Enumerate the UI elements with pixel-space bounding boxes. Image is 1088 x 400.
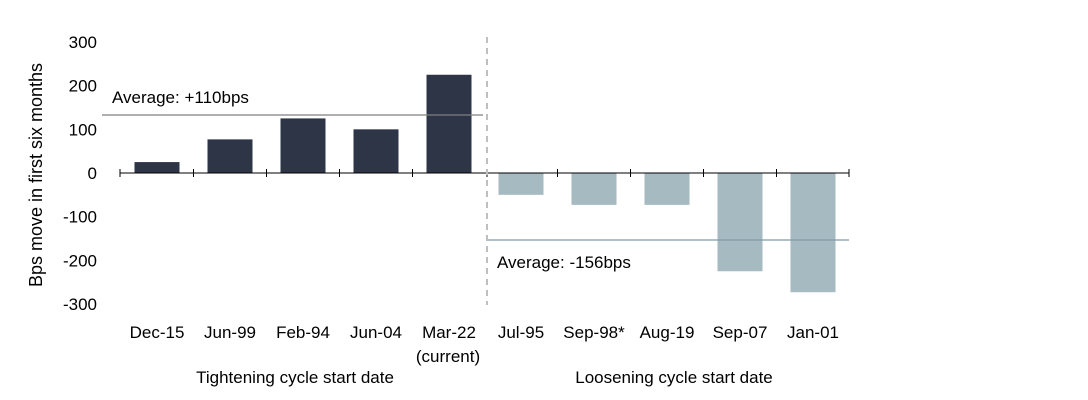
category-label: Aug-19	[640, 323, 695, 342]
y-tick-label: -100	[63, 208, 97, 227]
category-labels: Dec-15 Jun-99 Feb-94 Jun-04 Mar-22 Jul-95 Sep-…	[130, 323, 839, 342]
category-label: Jan-01	[787, 323, 839, 342]
tightening-average-label: Average: +110bps	[112, 88, 249, 107]
category-label: Jun-99	[204, 323, 256, 342]
category-label: Jul-95	[498, 323, 544, 342]
y-tick-label: 0	[88, 164, 97, 183]
x-axis-ticks	[119, 169, 850, 177]
loosening-bar-aug-19	[644, 173, 690, 205]
current-annotation: (current)	[416, 347, 480, 366]
y-axis-tick-labels: 300 200 100 0 -100 -200 -300	[63, 33, 97, 314]
y-tick-label: 100	[69, 120, 97, 139]
tightening-bar-feb-94	[280, 118, 326, 173]
loosening-bar-sep-98	[571, 173, 617, 205]
loosening-average-label: Average: -156bps	[497, 253, 631, 272]
tightening-bar-mar-22	[426, 74, 472, 173]
loosening-bar-jan-01	[790, 173, 836, 293]
y-tick-label: -300	[63, 295, 97, 314]
category-label: Feb-94	[276, 323, 330, 342]
y-axis-label: Bps move in first six months	[26, 63, 46, 287]
category-label: Sep-07	[713, 323, 768, 342]
y-tick-label: 300	[69, 33, 97, 52]
tightening-group-title: Tightening cycle start date	[196, 368, 394, 387]
loosening-bar-sep-07	[717, 173, 763, 272]
loosening-bar-jul-95	[498, 173, 544, 195]
tightening-bar-dec-15	[134, 162, 180, 173]
y-tick-label: 200	[69, 77, 97, 96]
tightening-bar-jun-99	[207, 139, 253, 173]
category-label: Dec-15	[130, 323, 185, 342]
bars-layer	[134, 74, 836, 293]
loosening-group-title: Loosening cycle start date	[575, 368, 773, 387]
category-label: Sep-98*	[563, 323, 625, 342]
y-tick-label: -200	[63, 251, 97, 270]
category-label: Mar-22	[422, 323, 476, 342]
tightening-bar-jun-04	[353, 129, 399, 173]
category-label: Jun-04	[350, 323, 402, 342]
